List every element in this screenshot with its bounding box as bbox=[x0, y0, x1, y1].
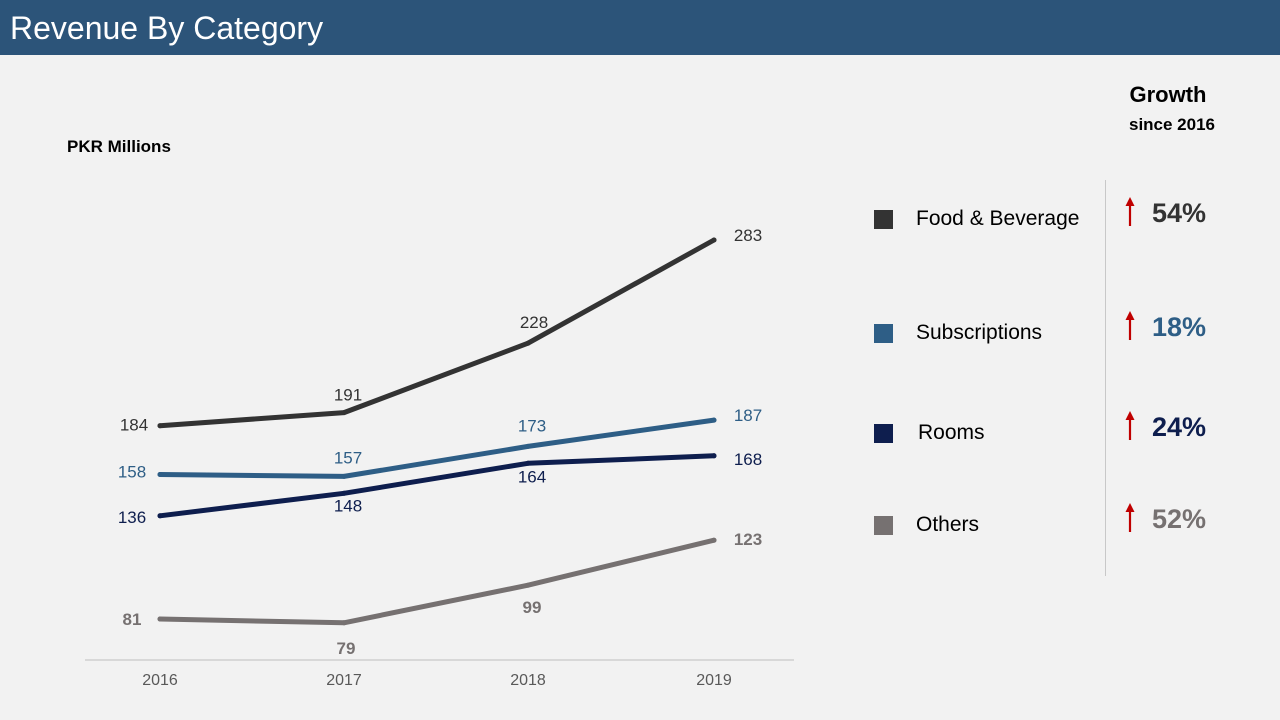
data-label: 79 bbox=[337, 639, 356, 658]
legend-label: Food & Beverage bbox=[916, 207, 1080, 230]
up-arrow-icon bbox=[1125, 197, 1135, 226]
x-tick-label: 2018 bbox=[510, 672, 546, 689]
growth-subtitle: since 2016 bbox=[1128, 115, 1215, 134]
legend-label: Others bbox=[916, 513, 980, 536]
growth-title: Growth bbox=[1129, 82, 1207, 107]
legend-item-food-beverage: Food & Beverage 54% bbox=[874, 197, 1254, 234]
data-label: 158 bbox=[118, 463, 146, 482]
legend-item-subscriptions: Subscriptions 18% bbox=[874, 311, 1254, 348]
data-label: 81 bbox=[123, 610, 142, 629]
series-line-others bbox=[157, 537, 717, 626]
data-point bbox=[711, 453, 717, 459]
legend-item-others: Others 52% bbox=[874, 503, 1254, 540]
data-label: 168 bbox=[734, 450, 762, 469]
up-arrow-icon bbox=[1125, 503, 1135, 532]
data-point bbox=[341, 490, 347, 496]
x-tick-label: 2016 bbox=[142, 672, 178, 689]
growth-value: 54% bbox=[1152, 198, 1207, 228]
data-label: 123 bbox=[734, 530, 762, 549]
growth-value: 52% bbox=[1152, 504, 1207, 534]
up-arrow-icon bbox=[1125, 311, 1135, 340]
legend-swatch bbox=[874, 324, 893, 343]
data-label: 283 bbox=[734, 226, 762, 245]
growth-value: 24% bbox=[1152, 412, 1207, 442]
line-chart: 2016 2017 2018 2019 184 191 228 283 158 157 173 187… bbox=[85, 226, 794, 689]
data-point bbox=[157, 472, 163, 477]
y-axis-unit-label: PKR Millions bbox=[67, 137, 171, 156]
up-arrow-icon bbox=[1125, 411, 1135, 440]
data-label: 148 bbox=[334, 496, 362, 515]
series-line-rooms bbox=[157, 453, 717, 519]
data-point bbox=[525, 460, 531, 466]
legend-label: Subscriptions bbox=[916, 321, 1043, 344]
data-label: 136 bbox=[118, 508, 146, 527]
data-point bbox=[711, 537, 717, 543]
data-point bbox=[341, 410, 347, 416]
growth-value: 18% bbox=[1152, 312, 1207, 342]
legend-swatch bbox=[874, 424, 893, 443]
data-label: 187 bbox=[734, 406, 762, 425]
data-point bbox=[525, 340, 531, 346]
legend-item-rooms: Rooms 24% bbox=[874, 411, 1254, 448]
data-label: 184 bbox=[120, 416, 148, 435]
data-point bbox=[341, 620, 347, 626]
legend-label: Rooms bbox=[918, 421, 985, 444]
page-title: Revenue By Category bbox=[10, 10, 324, 46]
data-point bbox=[711, 237, 717, 243]
title-bar: Revenue By Category bbox=[0, 0, 1280, 55]
data-label: 228 bbox=[520, 313, 548, 332]
data-label: 173 bbox=[518, 416, 546, 435]
data-point bbox=[157, 616, 163, 622]
data-point bbox=[525, 582, 531, 588]
data-label: 157 bbox=[334, 448, 362, 467]
data-label: 99 bbox=[523, 598, 542, 617]
x-tick-label: 2017 bbox=[326, 672, 362, 689]
x-tick-label: 2019 bbox=[696, 672, 732, 689]
data-label: 191 bbox=[334, 386, 362, 405]
data-label: 164 bbox=[518, 467, 546, 486]
series-line-subscriptions bbox=[157, 417, 717, 479]
data-point bbox=[157, 513, 163, 519]
legend-swatch bbox=[874, 210, 893, 229]
growth-divider bbox=[1105, 180, 1106, 576]
data-point bbox=[525, 443, 531, 449]
data-point bbox=[157, 423, 163, 429]
series-line-food-beverage bbox=[157, 237, 717, 429]
data-point bbox=[341, 473, 347, 479]
data-point bbox=[711, 417, 717, 423]
legend-swatch bbox=[874, 516, 893, 535]
